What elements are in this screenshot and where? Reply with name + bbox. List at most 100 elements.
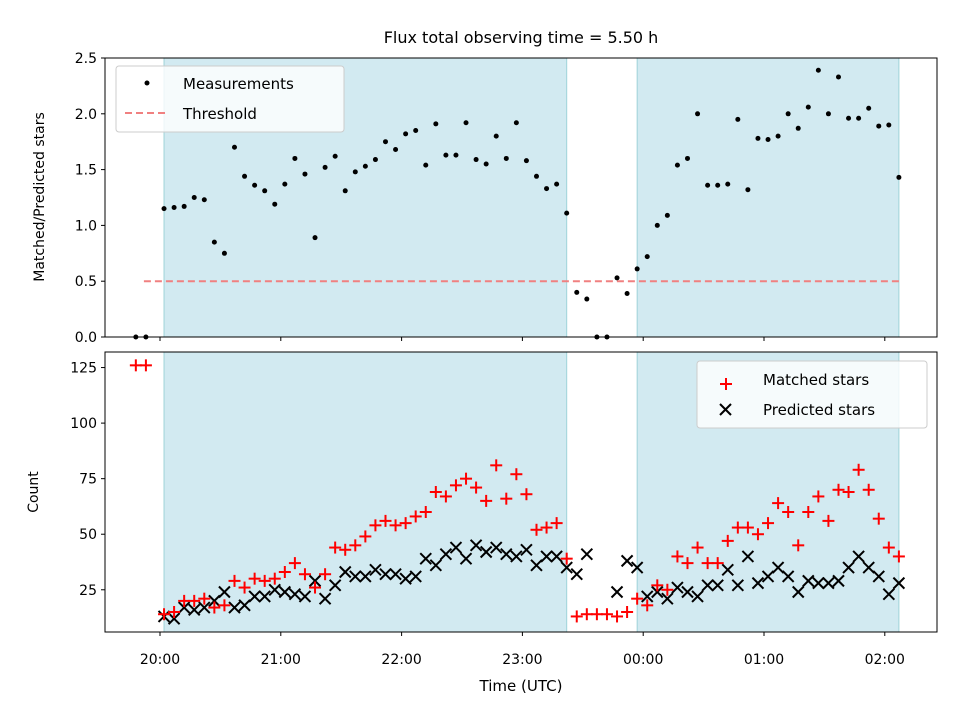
predicted-point [369, 563, 382, 576]
predicted-stroke [771, 561, 785, 574]
bottom-panel: 25 50 75 100 125 20:00 21:00 22:00 23:00 00:00 01… [26, 351, 938, 695]
predicted-point [530, 559, 543, 572]
matched-point [258, 574, 271, 587]
predicted-stroke [560, 561, 573, 574]
measurement-point [362, 163, 368, 169]
measurement-point [695, 111, 701, 117]
matched-point [530, 523, 543, 536]
matched-point [268, 572, 281, 585]
predicted-stroke [751, 576, 765, 590]
top-y-axis-label: Matched/Predicted stars [32, 112, 48, 282]
predicted-point [449, 541, 463, 554]
matched-point [882, 541, 895, 554]
measurement-point [664, 212, 670, 218]
matched-point [319, 568, 332, 581]
predicted-point [731, 579, 745, 592]
matched-point [580, 608, 593, 621]
measurement-point [393, 147, 399, 153]
predicted-stroke [409, 570, 422, 583]
matched-point [802, 506, 815, 518]
matched-point [661, 583, 674, 596]
predicted-point [560, 561, 573, 574]
matched-point [349, 539, 362, 552]
measurement-point [191, 195, 197, 200]
predicted-stroke [610, 585, 624, 599]
predicted-point [580, 548, 594, 561]
measurement-point [403, 131, 409, 137]
x-tick-label: 23:00 [502, 652, 542, 668]
measurement-point [735, 116, 741, 122]
predicted-stroke [701, 579, 714, 592]
predicted-point [278, 585, 292, 599]
predicted-stroke [459, 552, 473, 565]
matched-point [359, 530, 372, 543]
legend-threshold-label: Threshold [182, 105, 257, 123]
predicted-stroke [500, 548, 513, 561]
y-tick-label: 75 [79, 472, 97, 488]
x-tick-label: 01:00 [744, 652, 784, 668]
shaded-region [636, 57, 900, 338]
matched-point [792, 539, 805, 552]
predicted-point [610, 585, 624, 599]
measurement-point [171, 205, 177, 211]
predicted-stroke [268, 583, 281, 596]
predicted-point [248, 590, 261, 603]
predicted-stroke [540, 550, 553, 563]
measurement-point [513, 120, 519, 126]
predicted-point [802, 574, 815, 588]
predicted-point [711, 579, 724, 592]
matched-point [389, 519, 402, 532]
matched-point [520, 488, 533, 501]
predicted-stroke [661, 592, 674, 605]
predicted-point [540, 550, 553, 563]
measurement-point [684, 155, 690, 161]
matched-point [369, 519, 382, 532]
predicted-point [862, 561, 875, 574]
predicted-stroke [359, 570, 372, 583]
predicted-stroke [339, 565, 352, 579]
measurement-point [614, 275, 620, 281]
measurement-point [674, 162, 680, 168]
predicted-point [399, 572, 412, 585]
predicted-point [520, 543, 533, 556]
measurement-point [856, 115, 862, 121]
y-tick-label: 0.5 [75, 274, 97, 290]
predicted-point [318, 592, 332, 605]
predicted-stroke [731, 579, 745, 592]
bottom-y-axis-label: Count [26, 471, 42, 513]
matched-point [550, 517, 563, 530]
predicted-stroke [439, 548, 453, 561]
matched-point [510, 468, 523, 481]
measurement-point [463, 120, 469, 126]
predicted-stroke [510, 550, 523, 563]
matched-point [651, 579, 664, 592]
predicted-point [288, 588, 302, 601]
bottom-x-ticks: 20:00 21:00 22:00 23:00 00:00 01:00 02:00 [140, 632, 905, 668]
predicted-point [751, 576, 765, 590]
y-tick-label: 2.0 [75, 107, 97, 123]
predicted-point [328, 579, 342, 592]
predicted-point [379, 568, 392, 581]
matched-point [309, 581, 322, 594]
predicted-stroke [278, 585, 292, 599]
matched-point [218, 599, 231, 612]
matched-point [429, 486, 442, 498]
matched-point [872, 512, 885, 525]
predicted-stroke [228, 601, 241, 614]
predicted-stroke [641, 590, 654, 603]
measurement-points [133, 67, 902, 340]
legend-matched-label: Matched stars [763, 371, 869, 389]
legend-predicted-label: Predicted stars [763, 401, 875, 419]
x-tick-label: 02:00 [865, 652, 905, 668]
predicted-point [741, 550, 755, 563]
predicted-point [298, 590, 312, 603]
measurement-point [564, 210, 570, 216]
predicted-stroke [832, 574, 845, 588]
matched-point [621, 606, 634, 618]
y-tick-label: 125 [70, 361, 97, 377]
matched-point [852, 463, 865, 476]
predicted-stroke [802, 574, 815, 588]
x-tick-label: 20:00 [140, 652, 180, 668]
measurement-point [715, 182, 721, 188]
top-axes-frame [104, 57, 938, 338]
